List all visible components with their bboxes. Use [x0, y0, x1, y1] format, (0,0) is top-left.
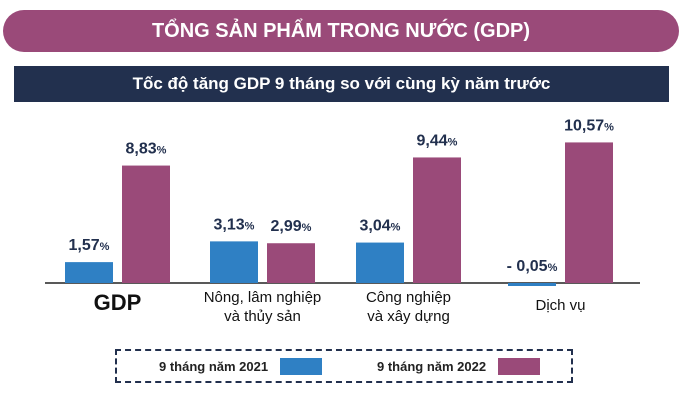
data-label-1-1: 2,99%: [271, 218, 312, 235]
legend-swatch-2022: [498, 357, 541, 375]
legend-swatch-2021: [280, 357, 323, 375]
data-label-1-0: 8,83%: [126, 141, 167, 158]
category-label-1-0: Nông, lâm nghiệp: [204, 289, 322, 306]
legend-label-2022: 9 tháng năm 2022: [377, 358, 487, 374]
data-label-0-2: 3,04%: [360, 218, 401, 235]
category-label-3-0: Dịch vụ: [535, 297, 585, 314]
title-banner: TỔNG SẢN PHẨM TRONG NƯỚC (GDP): [3, 10, 679, 52]
chart-subtitle: Tốc độ tăng GDP 9 tháng so với cùng kỳ n…: [132, 74, 551, 93]
legend-item-2022: 9 tháng năm 2022: [377, 351, 541, 381]
bar-chart: 1,57% 8,83% GDP 3,13% 2,99% Nông, lâm nghiệp v…: [45, 117, 640, 325]
category-label-1-1: và thủy sản: [224, 308, 301, 325]
chart-title: TỔNG SẢN PHẨM TRONG NƯỚC (GDP): [151, 19, 531, 42]
data-label-0-3: - 0,05%: [507, 258, 558, 275]
legend: 9 tháng năm 2021 9 tháng năm 2022: [115, 349, 573, 383]
category-label-0-0: GDP: [94, 290, 142, 315]
subtitle-bar: Tốc độ tăng GDP 9 tháng so với cùng kỳ n…: [14, 66, 669, 102]
bar-1-3: [565, 142, 613, 283]
bar-1-2: [413, 157, 461, 283]
data-label-1-2: 9,44%: [417, 132, 458, 149]
legend-item-2021: 9 tháng năm 2021: [159, 351, 323, 381]
data-label-0-1: 3,13%: [214, 216, 255, 233]
bar-0-1: [210, 241, 258, 283]
bar-1-0: [122, 165, 170, 283]
data-label-0-0: 1,57%: [69, 237, 110, 254]
data-label-1-3: 10,57%: [564, 117, 614, 134]
category-label-2-0: Công nghiệp: [366, 289, 451, 306]
legend-label-2021: 9 tháng năm 2021: [159, 358, 269, 374]
bar-0-0: [65, 262, 113, 283]
category-label-2-1: và xây dựng: [367, 308, 450, 325]
bar-1-1: [267, 243, 315, 283]
bar-0-2: [356, 242, 404, 283]
bar-0-3: [508, 283, 556, 286]
